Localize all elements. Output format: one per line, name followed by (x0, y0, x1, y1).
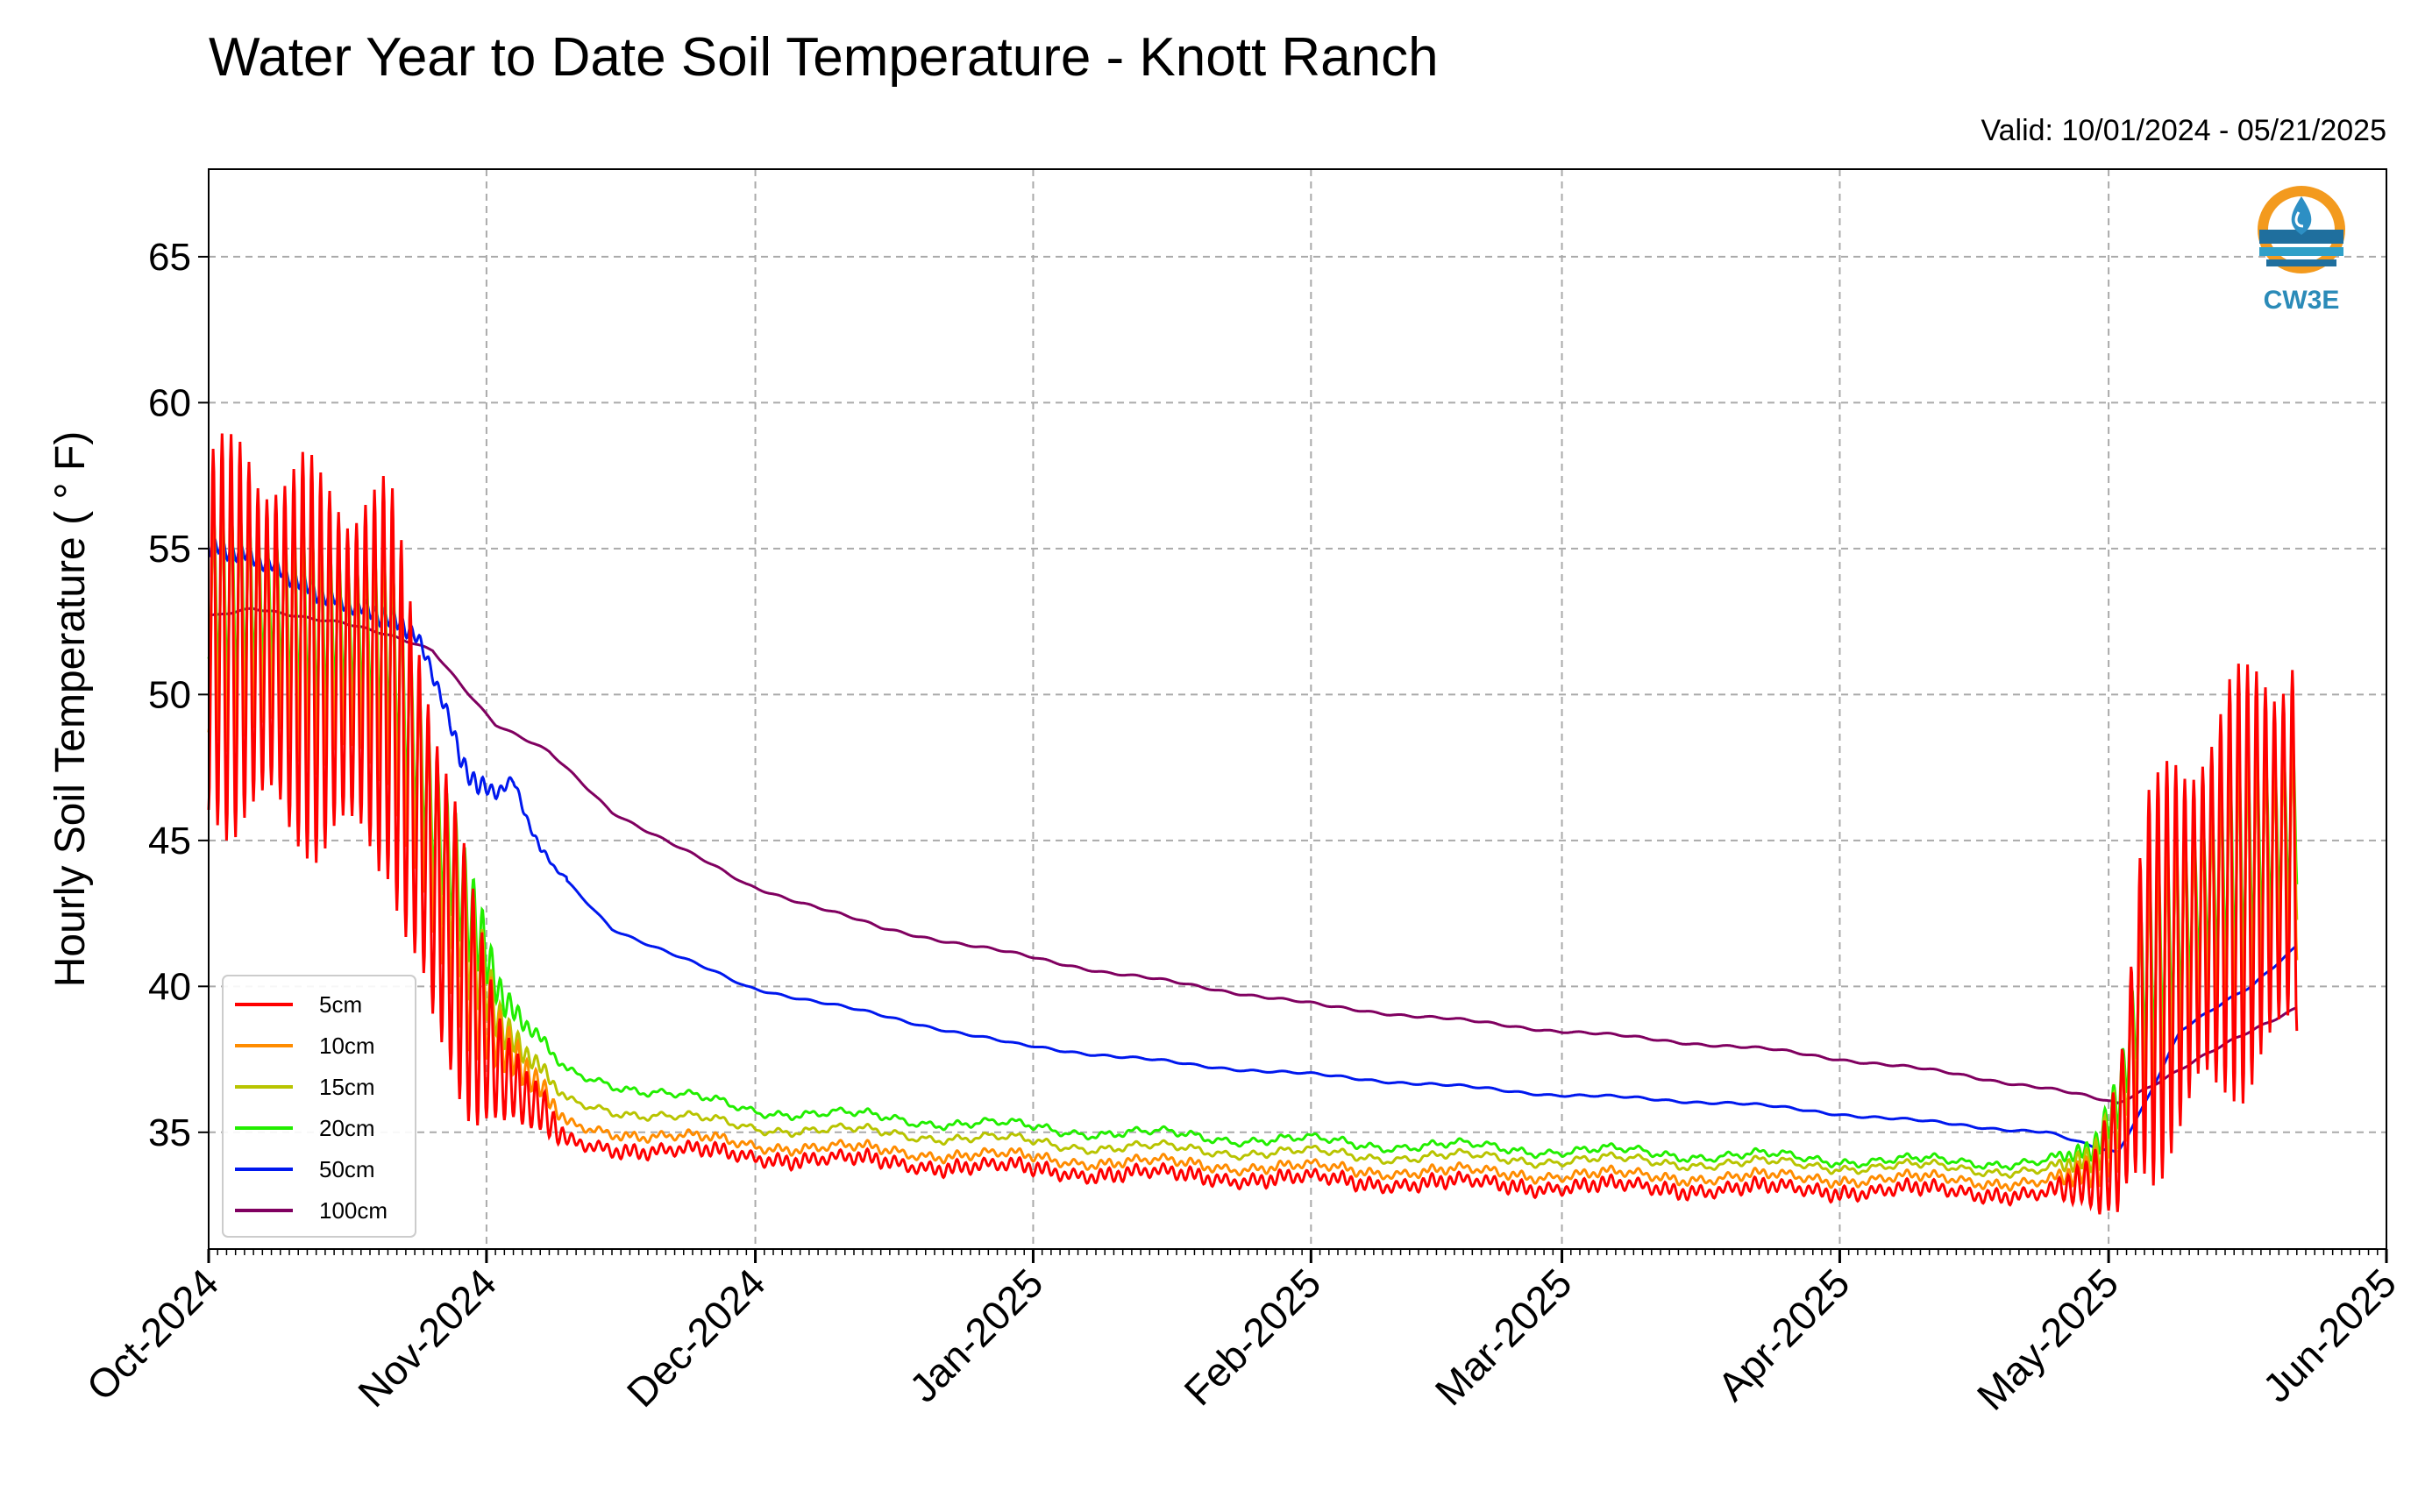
logo-drop-highlight (2294, 211, 2304, 228)
series-line-20cm (207, 510, 2299, 1171)
valid-date-range: Valid: 10/01/2024 - 05/21/2025 (1981, 114, 2386, 147)
y-tick-label: 60 (148, 381, 191, 424)
logo-text: CW3E (2264, 286, 2340, 315)
plot-frame (208, 168, 2387, 1250)
y-tick-label: 55 (148, 528, 191, 571)
series-line-10cm (207, 491, 2299, 1192)
chart-title: Water Year to Date Soil Temperature - Kn… (209, 27, 1439, 88)
legend: 5cm 10cm 15cm 20cm 50cm 100cm (222, 975, 416, 1238)
logo-drop-icon (2291, 196, 2312, 235)
series-line-100cm (208, 607, 2298, 1105)
series-lines (207, 433, 2299, 1215)
cw3e-logo: CW3E (2258, 186, 2345, 315)
series-line-50cm (208, 535, 2298, 1154)
legend-label-20cm: 20cm (319, 1115, 375, 1141)
legend-label-100cm: 100cm (319, 1197, 388, 1224)
y-tick-label: 40 (148, 965, 191, 1008)
legend-box (222, 975, 416, 1238)
legend-label-15cm: 15cm (319, 1074, 375, 1100)
y-tick-label: 65 (148, 236, 191, 279)
y-axis-label: Hourly Soil Temperature ( ° F) (47, 431, 94, 988)
series-line-15cm (208, 505, 2299, 1179)
legend-label-50cm: 50cm (319, 1156, 375, 1182)
y-tick-label: 35 (148, 1111, 191, 1154)
series-line-5cm (207, 433, 2299, 1215)
y-tick-label: 50 (148, 673, 191, 716)
legend-label-10cm: 10cm (319, 1033, 375, 1059)
y-tick-label: 45 (148, 820, 191, 862)
logo-wave-3 (2266, 259, 2336, 266)
logo-wave-1 (2259, 230, 2343, 244)
legend-label-5cm: 5cm (319, 991, 362, 1018)
logo-wave-2 (2259, 247, 2343, 256)
y-axis-ticks: 35 40 45 50 55 60 65 (148, 236, 209, 1154)
